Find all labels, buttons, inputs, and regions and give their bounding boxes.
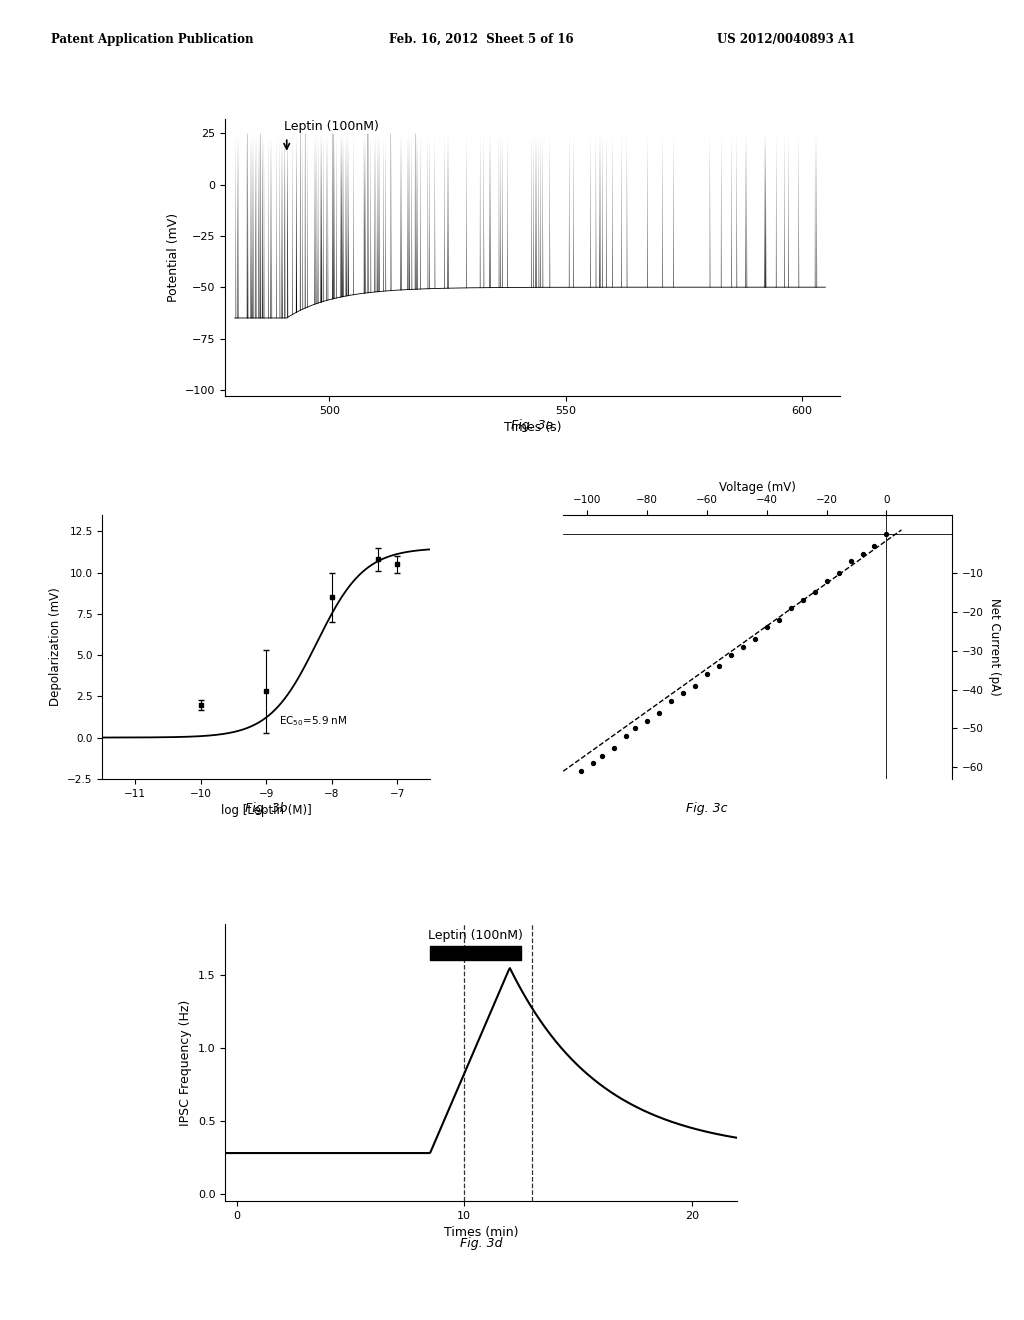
Point — [879, 524, 895, 545]
Point — [627, 718, 643, 739]
Text: US 2012/0040893 A1: US 2012/0040893 A1 — [717, 33, 855, 46]
Text: Fig. 3c: Fig. 3c — [686, 801, 727, 814]
Point — [573, 760, 590, 781]
Point — [830, 562, 847, 583]
Point — [770, 609, 786, 630]
Point — [698, 664, 715, 685]
Point — [843, 550, 859, 572]
Point — [818, 570, 835, 591]
Text: Patent Application Publication: Patent Application Publication — [51, 33, 254, 46]
Point — [723, 644, 739, 665]
Point — [807, 582, 823, 603]
Point — [606, 737, 623, 758]
Y-axis label: IPSC Frequency (Hz): IPSC Frequency (Hz) — [179, 999, 193, 1126]
Point — [734, 636, 751, 657]
Point — [795, 590, 811, 611]
Text: Fig. 3a: Fig. 3a — [511, 418, 554, 432]
Point — [759, 616, 775, 638]
Point — [711, 656, 727, 677]
Text: Leptin (100nM): Leptin (100nM) — [428, 928, 523, 941]
Point — [746, 628, 763, 649]
Y-axis label: Potential (mV): Potential (mV) — [167, 213, 179, 302]
Text: Leptin (100nM): Leptin (100nM) — [285, 120, 379, 133]
Text: Fig. 3b: Fig. 3b — [245, 801, 288, 814]
Point — [639, 710, 655, 731]
Point — [866, 536, 883, 557]
Point — [854, 543, 870, 564]
Point — [663, 690, 679, 711]
X-axis label: Voltage (mV): Voltage (mV) — [719, 480, 797, 494]
Point — [687, 675, 703, 696]
X-axis label: Times (min): Times (min) — [444, 1226, 518, 1239]
X-axis label: log [Leptin (M)]: log [Leptin (M)] — [221, 804, 311, 817]
Point — [782, 598, 799, 619]
Text: Feb. 16, 2012  Sheet 5 of 16: Feb. 16, 2012 Sheet 5 of 16 — [389, 33, 573, 46]
Point — [675, 682, 691, 704]
Point — [594, 744, 610, 766]
Text: EC$_{50}$=5.9 nM: EC$_{50}$=5.9 nM — [280, 714, 348, 729]
Text: Fig. 3d: Fig. 3d — [460, 1237, 503, 1250]
Point — [617, 726, 634, 747]
Point — [585, 752, 601, 774]
Y-axis label: Net Current (pA): Net Current (pA) — [987, 598, 1000, 696]
Point — [651, 702, 668, 723]
Y-axis label: Depolarization (mV): Depolarization (mV) — [49, 587, 61, 706]
X-axis label: Times (s): Times (s) — [504, 421, 561, 434]
